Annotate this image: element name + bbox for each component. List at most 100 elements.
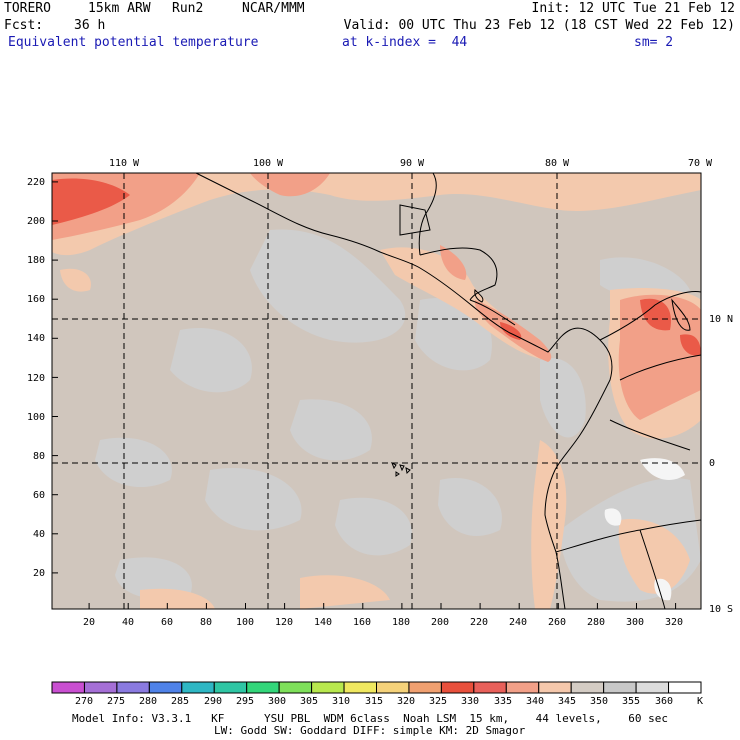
init-time: Init: 12 UTC Tue 21 Feb 12 — [531, 1, 736, 16]
colorbar-swatch — [603, 681, 637, 694]
organization: NCAR/MMM — [242, 1, 305, 16]
lon-label: 70 W — [688, 158, 713, 169]
coastlines — [195, 172, 702, 610]
x-tick-label: 280 — [587, 617, 605, 628]
colorbar-label: 275 — [107, 696, 125, 707]
colorbar-swatch — [570, 681, 605, 694]
colorbar-label: 285 — [171, 696, 189, 707]
y-tick-label: 220 — [27, 177, 45, 188]
x-tick-label: 240 — [509, 617, 527, 628]
level-label: at k-index = 44 — [342, 35, 468, 50]
x-tick-label: 100 — [236, 617, 254, 628]
smoothing-label: sm= 2 — [634, 35, 674, 50]
colorbar-label: 340 — [526, 696, 544, 707]
x-tick-labels: 20 40 60 80 100 120 140 160 180 200 220 … — [83, 617, 683, 628]
colorbar-swatch — [246, 681, 280, 694]
x-tick-label: 120 — [275, 617, 293, 628]
y-tick-label: 80 — [33, 451, 45, 462]
x-tick-label: 220 — [470, 617, 488, 628]
colorbar-label: 295 — [236, 696, 254, 707]
x-tick-label: 320 — [665, 617, 683, 628]
y-tick-label: 200 — [27, 216, 45, 227]
lon-label: 110 W — [109, 158, 140, 169]
y-tick-label: 20 — [33, 568, 45, 579]
colorbar-swatch — [148, 681, 183, 694]
colorbar-label: 350 — [590, 696, 608, 707]
colorbar-label: 300 — [268, 696, 286, 707]
valid-time: Valid: 00 UTC Thu 23 Feb 12 (18 CST Wed … — [343, 18, 735, 33]
model-name: TORERO — [4, 1, 51, 16]
run-label: Run2 — [172, 1, 204, 16]
colorbar-label: 360 — [655, 696, 673, 707]
lat-label: 10 N — [709, 314, 733, 325]
colorbar-swatch — [213, 681, 248, 694]
colorbar-label: 335 — [494, 696, 512, 707]
plot-frame — [51, 172, 702, 610]
colorbar-labels: 270 275 280 285 290 295 300 305 310 315 … — [75, 696, 703, 707]
forecast-hours: 36 h — [74, 18, 106, 33]
colorbar-label: 315 — [365, 696, 383, 707]
colorbar-label: 305 — [300, 696, 318, 707]
x-tick-label: 60 — [161, 617, 173, 628]
colorbar-swatch — [343, 681, 377, 694]
physics-info-line: LW: Godd SW: Goddard DIFF: simple KM: 2D… — [214, 724, 526, 737]
colorbar-swatch — [278, 681, 313, 694]
y-tick-label: 40 — [33, 529, 45, 540]
lat-label: 10 S — [709, 604, 733, 615]
colorbar-swatch — [538, 681, 572, 694]
y-tick-labels: 220 200 180 160 140 120 100 80 60 40 20 — [27, 177, 45, 579]
x-tick-label: 180 — [392, 617, 410, 628]
model-resolution: 15km ARW — [88, 1, 151, 16]
lon-label: 90 W — [400, 158, 425, 169]
colorbar-swatch — [181, 681, 215, 694]
colorbar-label: 290 — [204, 696, 222, 707]
y-tick-label: 120 — [27, 373, 45, 384]
y-tick-label: 100 — [27, 412, 45, 423]
colorbar-label: 280 — [139, 696, 157, 707]
white-areas — [604, 458, 685, 601]
map-field — [52, 173, 701, 609]
colorbar-label: 310 — [332, 696, 350, 707]
lon-label: 80 W — [545, 158, 570, 169]
y-tick-label: 60 — [33, 490, 45, 501]
x-tick-label: 140 — [314, 617, 332, 628]
colorbar-swatch — [505, 681, 540, 694]
grey-patches — [95, 229, 701, 602]
x-tick-label: 40 — [122, 617, 134, 628]
longitude-labels: 110 W 100 W 90 W 80 W 70 W — [109, 158, 713, 169]
colorbar-swatch — [440, 681, 475, 694]
colorbar-swatch — [473, 681, 507, 694]
lon-label: 100 W — [253, 158, 284, 169]
colorbar-swatch — [376, 681, 410, 694]
x-tick-label: 200 — [431, 617, 449, 628]
colorbar — [51, 681, 702, 694]
colorbar-swatch — [668, 681, 702, 694]
colorbar-swatch — [408, 681, 442, 694]
colorbar-swatch — [116, 681, 150, 694]
colorbar-swatch — [51, 681, 85, 694]
colorbar-swatch — [311, 681, 345, 694]
colorbar-label: 345 — [558, 696, 576, 707]
tick-marks — [52, 181, 677, 609]
latitude-labels: 10 N 0 10 S — [709, 314, 733, 615]
x-tick-label: 300 — [626, 617, 644, 628]
colorbar-swatch — [83, 681, 118, 694]
x-tick-label: 20 — [83, 617, 95, 628]
colorbar-label: 325 — [429, 696, 447, 707]
colorbar-label: 270 — [75, 696, 93, 707]
graticule — [52, 173, 701, 609]
y-tick-label: 180 — [27, 255, 45, 266]
x-tick-label: 260 — [548, 617, 566, 628]
forecast-label: Fcst: — [4, 18, 44, 33]
x-tick-label: 80 — [200, 617, 212, 628]
model-info-line: Model Info: V3.3.1 KF YSU PBL WDM 6class… — [72, 712, 669, 725]
colorbar-unit: K — [697, 696, 703, 707]
colorbar-label: 355 — [622, 696, 640, 707]
colorbar-swatch — [635, 681, 670, 694]
field-title: Equivalent potential temperature — [8, 35, 259, 50]
colorbar-label: 320 — [397, 696, 415, 707]
x-tick-label: 160 — [353, 617, 371, 628]
y-tick-label: 140 — [27, 333, 45, 344]
lat-label: 0 — [709, 458, 715, 469]
